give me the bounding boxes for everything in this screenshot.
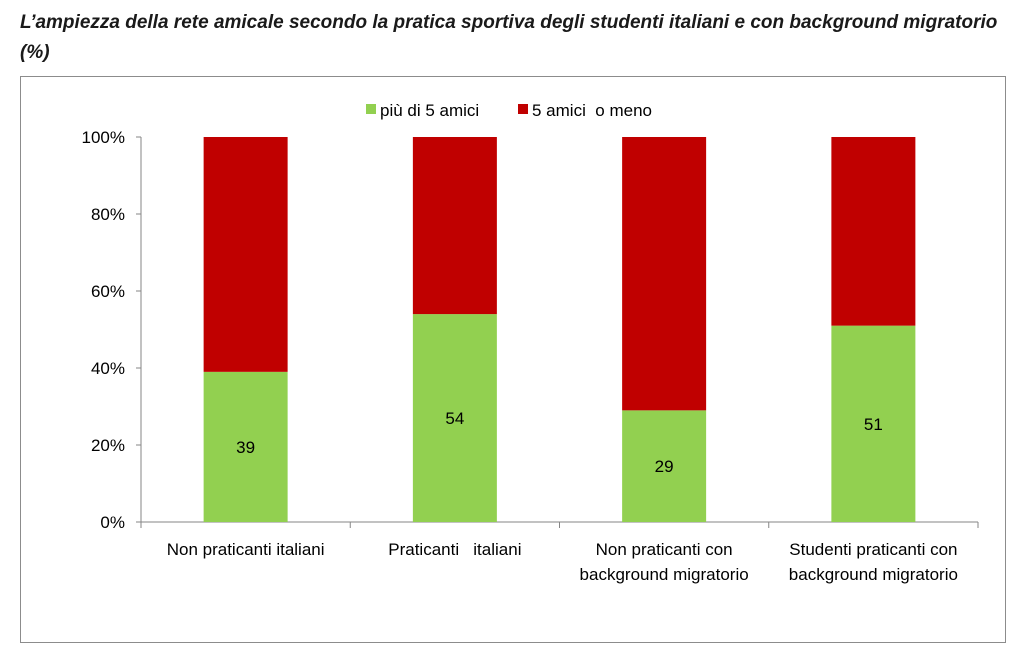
category-label: Praticanti italiani	[388, 540, 521, 559]
data-label: 54	[445, 409, 464, 428]
category-label: Non praticanti con background migratorio	[580, 540, 749, 584]
bar-5-or-less-1	[412, 137, 497, 315]
category-labels: Non praticanti italiani Praticanti italia…	[167, 540, 958, 584]
bars	[203, 137, 916, 522]
legend-swatch	[366, 104, 376, 114]
category-label: Studenti praticanti con background migrat…	[789, 540, 958, 584]
bar-5-or-less-0	[203, 137, 288, 372]
bar-more-than-5-0	[203, 371, 288, 522]
chart-frame	[20, 76, 1006, 643]
bar-5-or-less-2	[622, 137, 707, 411]
y-tick-label: 60%	[91, 282, 125, 301]
data-label: 51	[864, 415, 883, 434]
data-label: 29	[655, 457, 674, 476]
y-tick-label: 20%	[91, 436, 125, 455]
bar-more-than-5-1	[412, 314, 497, 522]
data-labels: 39 54 29 51	[236, 409, 883, 476]
chart-title: L’ampiezza della rete amicale secondo la…	[20, 12, 998, 63]
legend-swatch	[518, 104, 528, 114]
bar-more-than-5-3	[831, 325, 916, 522]
legend-label: più di 5 amici	[380, 101, 479, 120]
axes: 0% 20% 40% 60% 80% 100%	[82, 128, 979, 532]
bar-more-than-5-2	[622, 410, 707, 522]
bar-5-or-less-3	[831, 137, 916, 326]
legend: più di 5 amici 5 amici o meno	[366, 101, 652, 120]
y-tick-label: 0%	[100, 513, 125, 532]
category-label: Non praticanti italiani	[167, 540, 325, 559]
legend-label: 5 amici o meno	[532, 101, 652, 120]
data-label: 39	[236, 438, 255, 457]
y-tick-label: 100%	[82, 128, 125, 147]
y-tick-label: 80%	[91, 205, 125, 224]
y-tick-label: 40%	[91, 359, 125, 378]
